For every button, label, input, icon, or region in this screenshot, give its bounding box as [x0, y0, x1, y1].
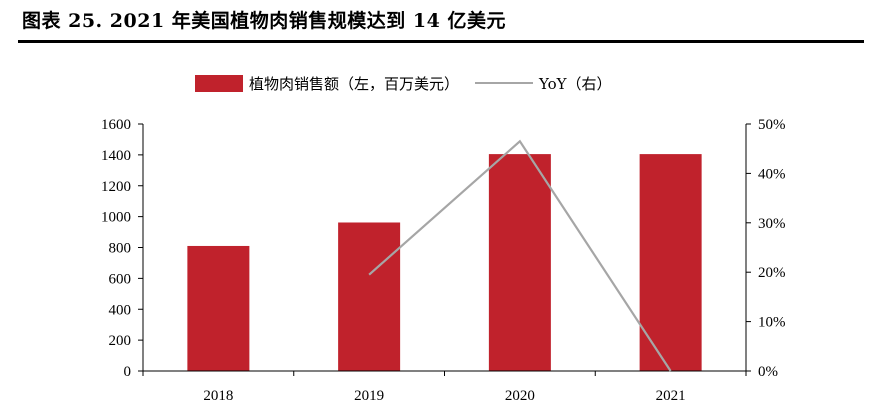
legend: 植物肉销售额（左，百万美元） YoY（右） [195, 72, 612, 94]
left-tick-label: 600 [109, 271, 132, 287]
x-tick-label: 2019 [354, 388, 384, 404]
right-tick-label: 0% [758, 364, 778, 380]
x-tick-label: 2018 [203, 388, 233, 404]
title-underline [18, 40, 864, 43]
right-tick-label: 30% [758, 216, 786, 232]
right-tick-label: 10% [758, 315, 786, 331]
bar-2021 [639, 154, 702, 371]
left-tick-label: 0 [124, 364, 132, 380]
yoy-line [368, 139, 672, 372]
chart-title: 图表 25. 2021 年美国植物肉销售规模达到 14 亿美元 [22, 10, 506, 32]
legend-line-label: YoY（右） [539, 74, 612, 93]
bar-2019 [338, 222, 401, 371]
legend-line-swatch [475, 82, 534, 84]
left-tick-label: 800 [109, 241, 132, 257]
left-tick-label: 1000 [101, 210, 131, 226]
left-tick-label: 1400 [101, 148, 131, 164]
left-tick-label: 1200 [101, 179, 131, 195]
x-tick-label: 2020 [505, 388, 535, 404]
left-tick-label: 1600 [101, 117, 131, 133]
bar-2018 [187, 245, 250, 371]
legend-bar-swatch [195, 74, 243, 92]
left-tick-label: 400 [109, 302, 132, 318]
legend-bar-label: 植物肉销售额（左，百万美元） [249, 74, 460, 93]
right-tick-label: 50% [758, 117, 786, 133]
right-tick-label: 20% [758, 265, 786, 281]
right-tick-label: 40% [758, 166, 786, 182]
x-tick-label: 2021 [656, 388, 686, 404]
bar-2020 [488, 154, 551, 371]
left-tick-label: 200 [109, 333, 132, 349]
